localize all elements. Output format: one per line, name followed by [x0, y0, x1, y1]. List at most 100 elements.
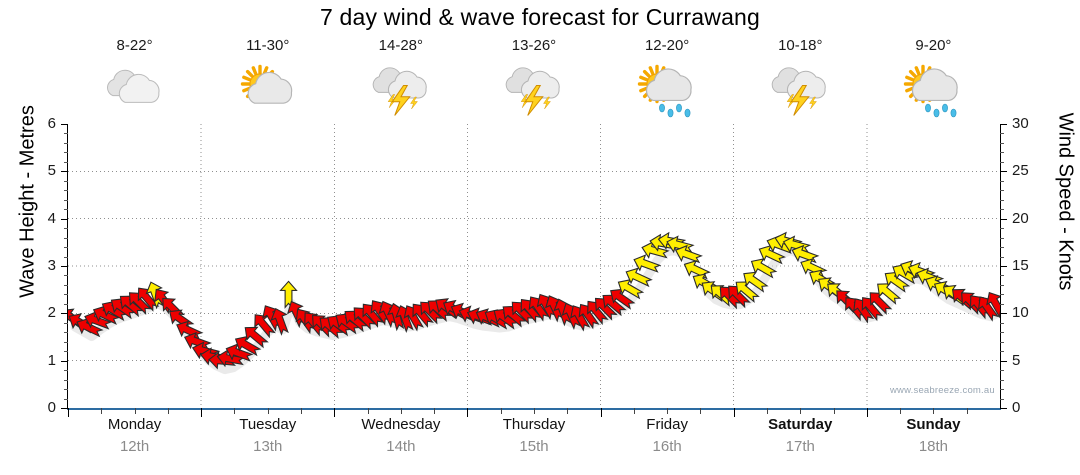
- temperature-range: 10-18°: [778, 37, 823, 54]
- day-header-monday: 8-22°: [68, 36, 201, 124]
- y-axis-right-label: 20: [1012, 209, 1029, 227]
- cloudy-icon: [68, 58, 201, 122]
- y-axis-right-tick: [1000, 218, 1007, 220]
- day-header-sunday: 9-20°: [867, 36, 1000, 124]
- y-axis-left-minor-tick: [64, 294, 68, 296]
- x-axis-tick: [534, 408, 535, 414]
- x-axis-tick: [933, 408, 935, 414]
- day-date: 14th: [386, 438, 416, 455]
- y-axis-left-minor-tick: [64, 389, 68, 391]
- y-axis-left-label: 4: [47, 209, 56, 227]
- x-axis-tick: [201, 408, 203, 417]
- y-axis-left-minor-tick: [64, 322, 68, 324]
- day-date: 15th: [519, 438, 549, 455]
- y-axis-left-minor-tick: [64, 351, 68, 353]
- y-axis-left-minor-tick: [64, 341, 68, 343]
- y-axis-left-tick: [61, 124, 68, 125]
- y-axis-right-minor-tick: [1000, 322, 1004, 324]
- x-axis-tick: [900, 408, 902, 414]
- y-axis-left-tick: [61, 218, 68, 220]
- day-header-tuesday: 11-30°: [201, 36, 334, 124]
- y-axis-right-minor-tick: [1000, 256, 1004, 258]
- y-axis-right-minor-tick: [1000, 370, 1004, 372]
- y-axis-right-tick: [1000, 124, 1007, 125]
- y-axis-right-label: 0: [1012, 399, 1021, 416]
- temperature-range: 13-26°: [511, 37, 557, 54]
- y-axis-left-minor-tick: [64, 209, 68, 211]
- y-axis-left-minor-tick: [64, 152, 68, 154]
- y-axis-left-tick: [61, 171, 68, 173]
- x-axis-tick: [68, 408, 69, 417]
- x-axis-tick: [367, 408, 369, 414]
- day-name: Wednesday: [361, 416, 441, 433]
- x-axis-tick: [101, 408, 103, 414]
- y-axis-right-minor-tick: [1000, 180, 1004, 182]
- y-axis-left-minor-tick: [64, 370, 68, 372]
- y-axis-left-minor-tick: [64, 237, 68, 239]
- day-footer-monday: Monday 12th: [68, 414, 201, 472]
- temperature-range: 8-22°: [116, 37, 153, 54]
- y-axis-right-minor-tick: [1000, 209, 1004, 211]
- day-date: 18th: [918, 438, 949, 455]
- day-header-wednesday: 14-28°: [334, 36, 467, 124]
- y-axis-left-tick: [61, 360, 68, 362]
- day-date: 16th: [652, 438, 682, 455]
- x-axis-tick: [966, 408, 968, 414]
- x-axis-tick: [134, 408, 136, 414]
- y-axis-left-minor-tick: [64, 180, 68, 182]
- x-axis-tick: [467, 408, 469, 417]
- y-axis-left-tick: [61, 266, 68, 267]
- y-axis-left-label: 5: [47, 162, 56, 180]
- x-axis-tick: [833, 408, 835, 414]
- day-date: 12th: [119, 438, 150, 455]
- y-axis-left-label: 2: [47, 304, 56, 322]
- sun-showers-icon: [867, 58, 1000, 122]
- page-title: 7 day wind & wave forecast for Currawang: [319, 4, 761, 30]
- y-axis-right-minor-tick: [1000, 142, 1004, 144]
- day-name: Thursday: [502, 416, 566, 433]
- day-name: Saturday: [768, 416, 833, 433]
- y-axis-left-minor-tick: [64, 284, 68, 286]
- day-footer-strip: Monday 12th Tuesday 13th Wednesday 14th Thursd…: [68, 414, 1000, 472]
- partly-sunny-icon: [201, 58, 334, 122]
- y-axis-right-minor-tick: [1000, 275, 1004, 277]
- y-axis-right-minor-tick: [1000, 152, 1004, 154]
- y-axis-right-minor-tick: [1000, 284, 1004, 286]
- y-axis-left-minor-tick: [64, 303, 68, 305]
- day-header-friday: 12-20°: [601, 36, 734, 124]
- y-axis-right-tick: [1000, 360, 1007, 362]
- day-footer-sunday: Sunday 18th: [867, 414, 1000, 472]
- y-axis-left-minor-tick: [64, 161, 68, 163]
- x-axis-tick: [334, 408, 336, 417]
- y-axis-right-tick: [1000, 408, 1007, 409]
- watermark: www.seabreeze.com.au: [890, 385, 995, 396]
- x-axis-tick: [667, 408, 669, 414]
- y-axis-left-minor-tick: [64, 398, 68, 400]
- x-axis-tick: [800, 408, 802, 414]
- sun-showers-icon: [601, 58, 734, 122]
- y-axis-left-minor-tick: [64, 199, 68, 201]
- day-footer-tuesday: Tuesday 13th: [201, 414, 334, 472]
- y-axis-left-minor-tick: [64, 133, 68, 135]
- y-axis-right-label: 30: [1012, 115, 1029, 132]
- y-axis-right-tick: [1000, 171, 1007, 173]
- y-axis-right-minor-tick: [1000, 228, 1004, 230]
- y-axis-right-minor-tick: [1000, 237, 1004, 239]
- y-axis-right-minor-tick: [1000, 247, 1004, 249]
- y-axis-left-minor-tick: [64, 379, 68, 381]
- x-axis-tick: [767, 408, 768, 414]
- temperature-range: 9-20°: [915, 37, 952, 54]
- temperature-range: 11-30°: [246, 37, 290, 54]
- day-header-strip: 8-22° 11-30° 14-28° 13-26° 12-20° 10-18°…: [68, 36, 1000, 124]
- day-name: Tuesday: [239, 416, 297, 433]
- y-axis-left-label: 0: [47, 399, 56, 416]
- x-axis-tick: [267, 408, 269, 414]
- wind-arrow-series: [68, 124, 1000, 408]
- y-axis-right-minor-tick: [1000, 294, 1004, 296]
- y-axis-left-minor-tick: [64, 256, 68, 258]
- y-axis-right-label: 25: [1012, 162, 1029, 180]
- y-axis-left-minor-tick: [64, 190, 68, 192]
- x-axis-tick: [600, 408, 602, 417]
- day-name: Sunday: [906, 416, 961, 433]
